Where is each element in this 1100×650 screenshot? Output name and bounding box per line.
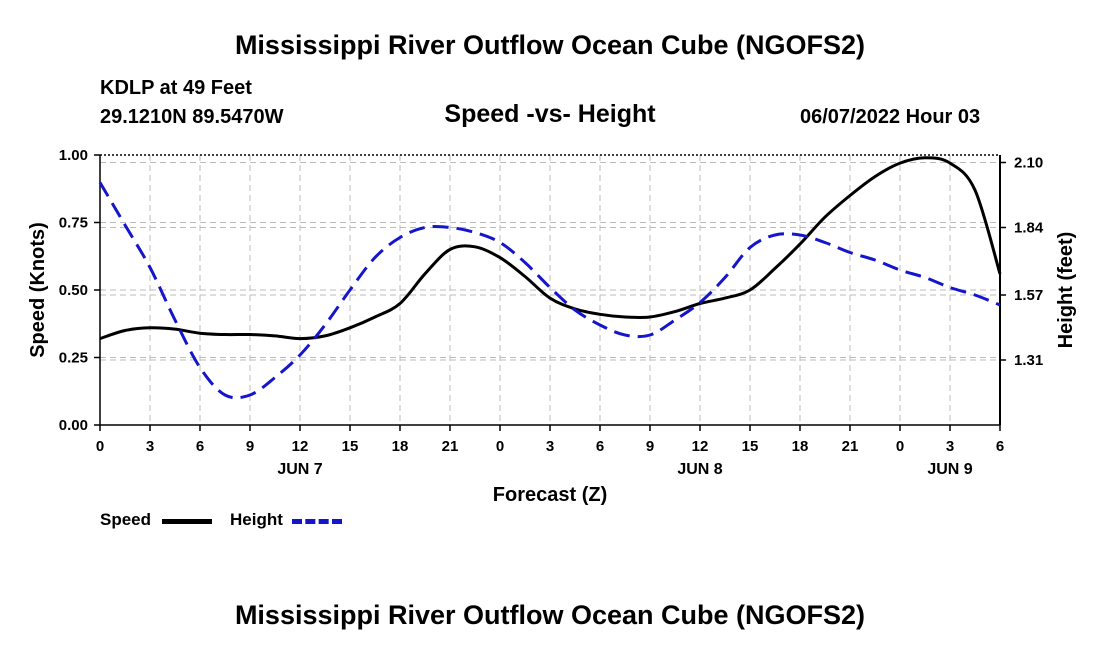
legend-speed-swatch	[162, 519, 212, 524]
coordinates-label: 29.1210N 89.5470W	[100, 106, 284, 128]
datetime-label: 06/07/2022 Hour 03	[800, 106, 981, 128]
legend-height-swatch	[292, 519, 342, 524]
station-label: KDLP at 49 Feet	[100, 77, 252, 99]
y2-tick-label: 1.31	[1014, 352, 1043, 369]
x-tick-label: 12	[692, 438, 709, 455]
x-tick-label: 21	[442, 438, 459, 455]
x-tick-label: 3	[146, 438, 154, 455]
y-tick-label: 0.25	[59, 350, 88, 367]
x-tick-label: 6	[996, 438, 1004, 455]
top-title: Mississippi River Outflow Ocean Cube (NG…	[234, 30, 866, 60]
y-tick-label: 0.75	[59, 215, 88, 232]
x-tick-label: 15	[342, 438, 359, 455]
x-tick-label: 18	[392, 438, 409, 455]
height-series-line	[98, 181, 1001, 400]
x-tick-label: 21	[842, 438, 859, 455]
y-tick-label: 0.00	[59, 417, 88, 434]
y-axis-title: Speed (Knots)	[27, 222, 49, 358]
x-tick-label: 3	[546, 438, 554, 455]
legend-height-label: Height	[230, 510, 283, 529]
y2-tick-label: 1.57	[1014, 287, 1043, 304]
y2-tick-label: 2.10	[1014, 155, 1043, 172]
bottom-title: Mississippi River Outflow Ocean Cube (NG…	[234, 600, 866, 630]
x-tick-label: 18	[792, 438, 809, 455]
y-tick-label: 1.00	[59, 147, 88, 164]
day-label: JUN 9	[927, 461, 972, 478]
x-tick-label: 15	[742, 438, 759, 455]
x-tick-label: 9	[246, 438, 254, 455]
x-tick-label: 0	[896, 438, 904, 455]
x-tick-label: 0	[96, 438, 104, 455]
x-tick-label: 3	[946, 438, 954, 455]
x-tick-label: 12	[292, 438, 309, 455]
x-tick-label: 9	[646, 438, 654, 455]
x-tick-label: 0	[496, 438, 504, 455]
y2-axis-title: Height (feet)	[1055, 232, 1077, 349]
x-axis-title: Forecast (Z)	[493, 484, 607, 506]
y-tick-label: 0.50	[59, 282, 88, 299]
day-label: JUN 7	[277, 461, 322, 478]
chart-title: Speed -vs- Height	[444, 100, 656, 128]
legend-speed-label: Speed	[100, 510, 152, 529]
speed-series-line	[99, 156, 1002, 341]
x-tick-label: 6	[196, 438, 204, 455]
day-label: JUN 8	[677, 461, 722, 478]
x-tick-label: 6	[596, 438, 604, 455]
y2-tick-label: 1.84	[1014, 220, 1044, 237]
